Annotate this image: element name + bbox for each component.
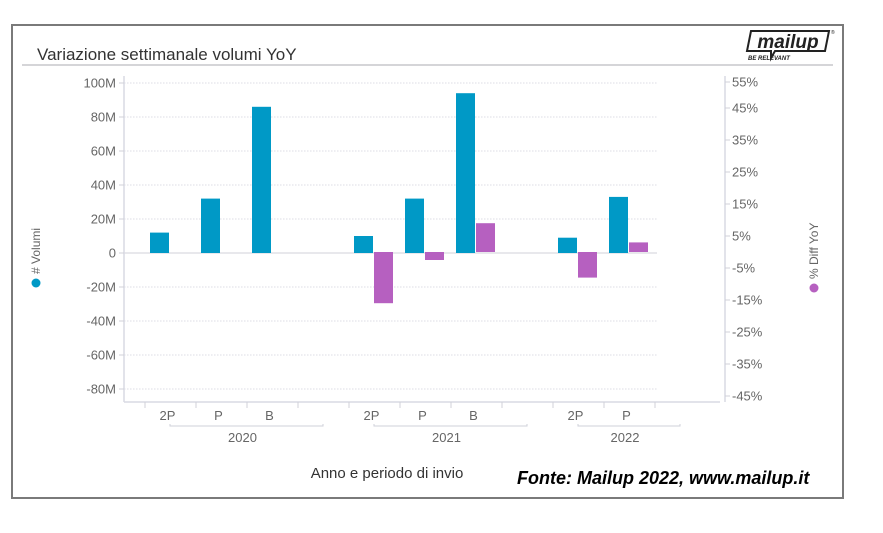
y2-axis-ticks: 55% 45% 35% 25% 15% 5% -5% -15% -25% -35% -45% [725,75,763,404]
x-tick-label: B [469,408,478,423]
y-tick-label: 20M [91,212,116,227]
y2-tick-label: 35% [732,133,758,148]
y2-tick-label: -35% [732,357,763,372]
logo-tagline-text: BE RELEVANT [748,56,791,62]
chart-frame [11,24,844,499]
y-tick-label: -80M [86,382,116,397]
x-tick-label: 2P [160,408,176,423]
x-group-label: 2022 [611,430,640,445]
x-tick-label: 2P [568,408,584,423]
svg-text:®: ® [831,29,835,36]
legend-label-volumes: # Volumi [29,228,43,274]
bar-volumi [201,198,220,253]
bar-diff-yoy [629,242,648,252]
x-tick-label: P [418,408,427,423]
x-group-bracket [373,424,528,427]
y2-tick-label: 25% [732,165,758,180]
y2-tick-label: -15% [732,293,763,308]
bar-diff-yoy [476,223,495,252]
bar-diff-yoy [578,252,597,278]
bar-diff-yoy [425,252,444,260]
legend-label-diff: % Diff YoY [807,223,821,279]
x-tick-label: 2P [364,408,380,423]
bar-volumi [252,106,271,253]
x-group-bracket [577,424,681,427]
y2-tick-label: 5% [732,229,751,244]
y-tick-label: -40M [86,314,116,329]
bar-volumi [405,198,424,253]
mailup-logo-icon: mailup BE RELEVANT ® [745,29,835,62]
bar-volumi [354,236,373,253]
bar-volumi [150,232,169,253]
x-tick-label: B [265,408,274,423]
bar-volumi [558,237,577,253]
logo-brand-text: mailup [757,32,818,53]
source-note: Fonte: Mailup 2022, www.mailup.it [517,468,810,488]
y-tick-label: 40M [91,178,116,193]
bar-volumi [456,93,475,253]
x-axis-ticks: 2P P B 2020 2P P B 2021 2P P 2022 [144,402,681,445]
title-divider [22,64,833,66]
y2-tick-label: -25% [732,325,763,340]
bars [150,93,648,304]
y-tick-label: -20M [86,280,116,295]
x-axis-title: Anno e periodo di invio [311,465,464,482]
legend-right: % Diff YoY [807,223,821,293]
y2-tick-label: -45% [732,389,763,404]
chart-title: Variazione settimanale volumi YoY [37,45,297,64]
y-tick-label: 0 [109,246,116,261]
x-tick-label: P [214,408,223,423]
x-group-label: 2020 [228,430,257,445]
x-tick-label: P [622,408,631,423]
bar-volumi [609,196,628,253]
y2-tick-label: 15% [732,197,758,212]
y2-tick-label: 45% [732,101,758,116]
legend-left: # Volumi [29,228,43,288]
x-group-label: 2021 [432,430,461,445]
legend-dot-volumes [31,278,41,288]
y-tick-label: 100M [83,76,116,91]
y-tick-label: 80M [91,110,116,125]
x-group-bracket [169,424,324,427]
y-tick-label: -60M [86,348,116,363]
y2-tick-label: 55% [732,75,758,90]
axes [123,76,726,403]
bar-diff-yoy [374,252,393,304]
y-tick-label: 60M [91,144,116,159]
y-axis-ticks: 100M 80M 60M 40M 20M 0 -20M -40M -60M -80M [83,76,124,397]
legend-dot-diff [809,283,819,293]
y2-tick-label: -5% [732,261,756,276]
